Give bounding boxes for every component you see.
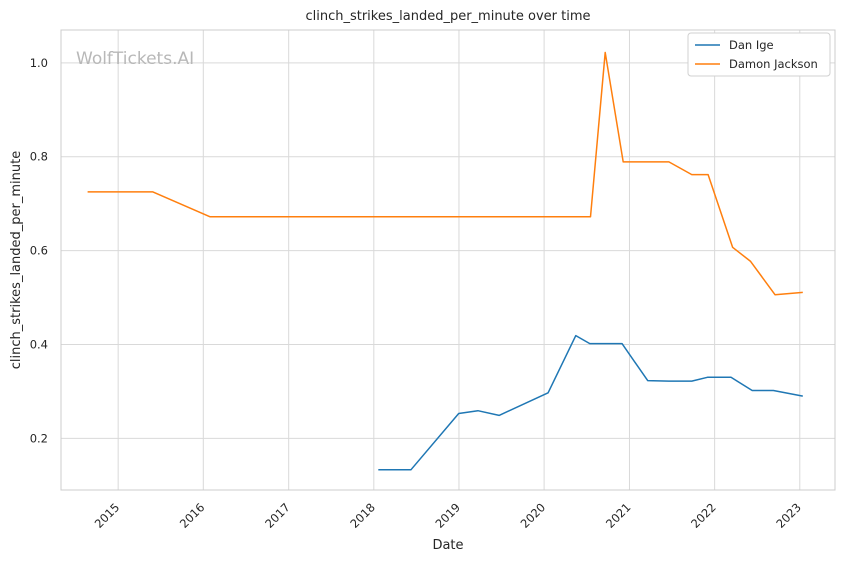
y-axis-label: clinch_strikes_landed_per_minute [9,151,24,369]
legend-label: Dan Ige [729,38,774,52]
chart-title: clinch_strikes_landed_per_minute over ti… [305,9,590,24]
series-lines [87,51,803,471]
legend: Dan Ige Damon Jackson [687,32,831,77]
y-tick-label: 0.8 [30,150,48,164]
y-tick-label: 0.2 [30,431,48,445]
watermark: WolfTickets.AI [76,49,194,69]
y-tick-label: 0.4 [30,337,48,351]
x-axis-label: Date [432,538,463,553]
y-tick-label: 0.6 [30,244,48,258]
series-line-damon-jackson [87,51,803,296]
series-line-dan-ige [378,334,803,471]
legend-box [687,32,831,77]
y-tick-labels: 0.2 0.4 0.6 0.8 1.0 [30,56,48,446]
legend-label: Damon Jackson [729,57,818,71]
y-tick-label: 1.0 [30,56,48,70]
plot-frame [60,29,836,491]
